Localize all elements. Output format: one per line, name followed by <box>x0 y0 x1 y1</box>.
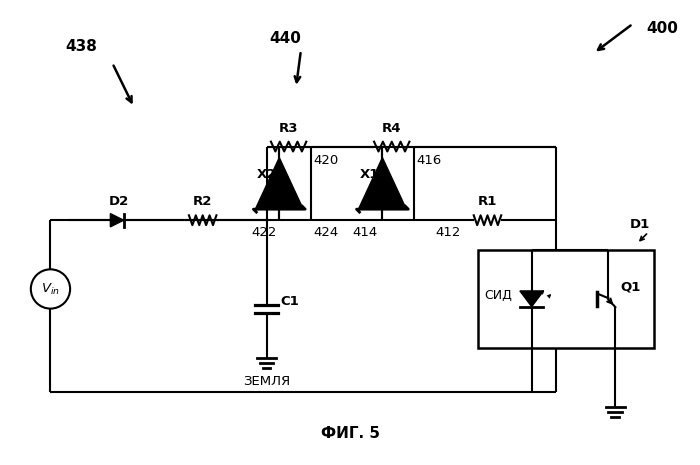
Text: D2: D2 <box>109 194 130 207</box>
Text: 422: 422 <box>251 226 276 239</box>
Text: 440: 440 <box>270 31 301 46</box>
FancyBboxPatch shape <box>477 250 654 348</box>
Text: X1: X1 <box>360 168 379 181</box>
Polygon shape <box>358 158 406 209</box>
Text: ЗЕМЛЯ: ЗЕМЛЯ <box>243 375 290 388</box>
Polygon shape <box>256 158 303 209</box>
Text: $V_{in}$: $V_{in}$ <box>41 281 60 297</box>
Text: 420: 420 <box>314 154 339 167</box>
Polygon shape <box>111 213 124 227</box>
Text: D1: D1 <box>630 218 650 231</box>
Text: ФИГ. 5: ФИГ. 5 <box>321 426 379 441</box>
Text: 416: 416 <box>416 154 442 167</box>
Text: R3: R3 <box>279 122 298 135</box>
Text: X2: X2 <box>257 168 276 181</box>
Text: 412: 412 <box>435 226 461 239</box>
Polygon shape <box>520 291 543 306</box>
Text: R1: R1 <box>478 194 497 207</box>
Text: Q1: Q1 <box>620 281 641 294</box>
Text: C1: C1 <box>280 295 299 308</box>
Text: 424: 424 <box>314 226 339 239</box>
Text: 438: 438 <box>65 39 97 53</box>
Text: 414: 414 <box>352 226 377 239</box>
Text: R4: R4 <box>382 122 402 135</box>
Text: 400: 400 <box>647 21 678 36</box>
Text: СИД: СИД <box>484 289 512 302</box>
Text: R2: R2 <box>193 194 212 207</box>
